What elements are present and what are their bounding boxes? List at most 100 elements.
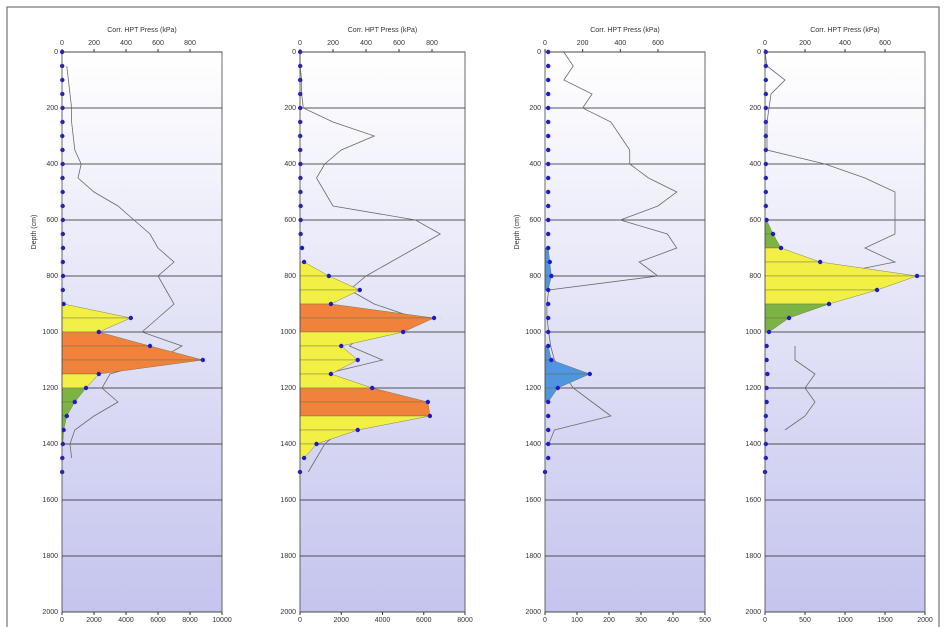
y-tick-label: 200 — [284, 105, 296, 112]
x2-tick-label: 600 — [879, 40, 891, 47]
y-tick-label: 600 — [529, 217, 541, 224]
data-point — [60, 217, 65, 223]
data-point — [60, 259, 65, 265]
x-tick-label: 0 — [298, 617, 302, 624]
x-tick-label: 6000 — [416, 617, 432, 624]
y-tick-label: 1200 — [525, 385, 541, 392]
x2-tick-label: 0 — [543, 40, 547, 47]
x2-tick-label: 600 — [393, 40, 405, 47]
x2-tick-label: 800 — [426, 40, 438, 47]
data-point — [914, 273, 920, 279]
data-point — [200, 357, 205, 363]
data-point — [128, 315, 133, 321]
data-point — [763, 161, 768, 167]
y-tick-label: 2000 — [525, 609, 541, 616]
data-point — [764, 343, 769, 349]
x-tick-label: 2000 — [917, 617, 933, 624]
x-tick-label: 2000 — [333, 617, 349, 624]
y-tick-label: 1600 — [745, 497, 761, 504]
y-tick-label: 400 — [529, 161, 541, 168]
y-tick-label: 0 — [537, 49, 541, 56]
data-point — [60, 273, 66, 279]
data-point — [546, 133, 551, 139]
y-tick-label: 1200 — [42, 385, 58, 392]
data-point — [766, 329, 772, 335]
data-point — [72, 399, 78, 405]
data-point — [763, 147, 768, 153]
data-point — [427, 413, 433, 419]
y-tick-label: 400 — [749, 161, 761, 168]
data-point — [763, 77, 768, 83]
data-point — [546, 287, 551, 293]
data-point — [763, 175, 768, 181]
data-point — [546, 399, 551, 405]
x2-tick-label: 200 — [577, 40, 589, 47]
x-tick-label: 0 — [763, 617, 767, 624]
data-point — [298, 175, 303, 181]
x2-tick-label: 200 — [327, 40, 339, 47]
data-point — [147, 343, 153, 349]
data-point — [546, 315, 551, 321]
fill-area — [299, 401, 431, 417]
data-point — [546, 203, 551, 209]
plot-border — [61, 51, 223, 613]
y-tick-label: 200 — [529, 105, 541, 112]
data-point — [778, 245, 784, 251]
y-tick-label: 1600 — [525, 497, 541, 504]
data-point — [549, 357, 554, 363]
y-tick-label: 600 — [46, 217, 58, 224]
y-tick-label: 1800 — [42, 553, 58, 560]
data-point — [301, 455, 307, 461]
data-point — [60, 287, 65, 293]
data-point — [763, 441, 768, 447]
y-tick-label: 1800 — [525, 553, 541, 560]
y-tick-label: 1200 — [745, 385, 761, 392]
data-point — [301, 259, 307, 265]
y-tick-label: 0 — [757, 49, 761, 56]
data-point — [298, 161, 303, 167]
data-point — [298, 203, 303, 209]
x2-tick-label: 400 — [839, 40, 851, 47]
x-tick-label: 500 — [699, 617, 711, 624]
x-tick-label: 300 — [635, 617, 647, 624]
data-point — [431, 315, 437, 321]
y-tick-label: 1800 — [745, 553, 761, 560]
data-point — [60, 441, 65, 447]
data-point — [763, 133, 768, 139]
data-point — [546, 91, 551, 97]
data-point — [763, 413, 768, 419]
data-point — [546, 245, 551, 251]
data-point — [400, 329, 406, 335]
data-point — [60, 147, 65, 153]
x-tick-label: 0 — [543, 617, 547, 624]
y-tick-label: 2000 — [745, 609, 761, 616]
y-tick-label: 400 — [284, 161, 296, 168]
data-point — [546, 329, 551, 335]
y-tick-label: 1000 — [525, 329, 541, 336]
y-axis-title: Depth (cm) — [31, 215, 38, 250]
x-tick-label: 8000 — [182, 617, 198, 624]
y-tick-label: 800 — [529, 273, 541, 280]
x2-axis-title: Corr. HPT Press (kPa) — [590, 27, 660, 34]
data-point — [339, 343, 344, 349]
data-point — [298, 189, 303, 195]
y-tick-label: 200 — [749, 105, 761, 112]
plot-border — [544, 51, 706, 613]
x2-axis-title: Corr. HPT Press (kPa) — [348, 27, 418, 34]
data-point — [546, 231, 551, 237]
x-tick-label: 1000 — [837, 617, 853, 624]
data-point — [546, 77, 551, 83]
y-tick-label: 2000 — [42, 609, 58, 616]
data-point — [764, 385, 769, 391]
x2-axis-title: Corr. HPT Press (kPa) — [107, 27, 177, 34]
data-point — [326, 273, 332, 279]
x2-tick-label: 600 — [152, 40, 164, 47]
data-point — [546, 175, 551, 181]
data-point — [770, 231, 776, 237]
y-tick-label: 1000 — [42, 329, 58, 336]
data-point — [369, 385, 375, 391]
x2-tick-label: 0 — [298, 40, 302, 47]
y-axis-title: Depth (cm) — [514, 215, 521, 250]
